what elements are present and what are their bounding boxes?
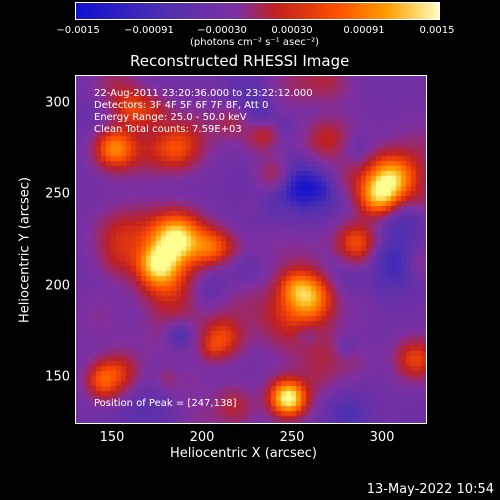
colorbar-tick: 0.0015 (419, 25, 455, 36)
heatmap-image (76, 76, 426, 423)
x-tick-label: 250 (279, 430, 305, 445)
colorbar (75, 2, 440, 20)
colorbar-tick: 0.00091 (343, 25, 385, 36)
x-tick-label: 150 (99, 430, 125, 445)
plot-area: 22-Aug-2011 23:20:36.000 to 23:22:12.000… (75, 75, 427, 424)
colorbar-tick: −0.00030 (197, 25, 247, 36)
x-axis-label: Heliocentric X (arcsec) (170, 446, 317, 461)
annotation-clean: Clean Total counts: 7.59E+03 (94, 124, 242, 135)
colorbar-tick: 0.00030 (271, 25, 313, 36)
annotation-detectors: Detectors: 3F 4F 5F 6F 7F 8F, Att 0 (94, 100, 269, 111)
y-tick-label: 150 (45, 369, 70, 385)
annotation-date: 22-Aug-2011 23:20:36.000 to 23:22:12.000 (94, 88, 313, 99)
annotation-peak: Position of Peak = [247,138] (94, 398, 237, 409)
y-tick-label: 200 (45, 278, 70, 294)
x-tick-label: 300 (369, 430, 395, 445)
colorbar-tick: −0.00091 (124, 25, 174, 36)
y-tick-label: 250 (45, 186, 70, 202)
chart-title: Reconstructed RHESSI Image (130, 52, 350, 70)
x-tick-label: 200 (189, 430, 215, 445)
annotation-energy: Energy Range: 25.0 - 50.0 keV (94, 112, 247, 123)
timestamp: 13-May-2022 10:54 (366, 482, 494, 497)
colorbar-units: (photons cm⁻² s⁻¹ asec⁻²) (190, 37, 320, 48)
y-axis-label: Heliocentric Y (arcsec) (17, 177, 33, 323)
y-tick-label: 300 (45, 95, 70, 111)
colorbar-tick: −0.0015 (56, 25, 100, 36)
